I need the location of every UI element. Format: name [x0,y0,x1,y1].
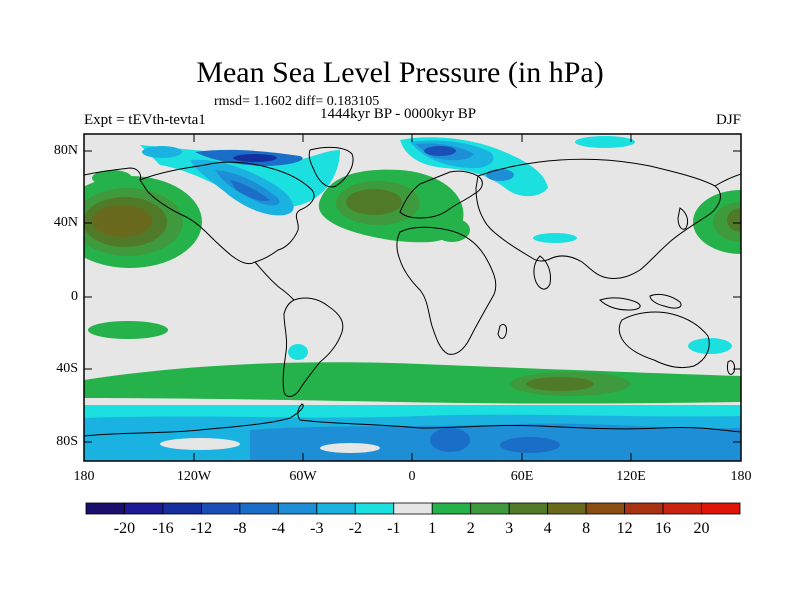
colorbar-swatch [239,502,279,515]
coastlines [84,146,741,437]
colorbar-swatch [508,502,549,515]
south-america-coast [282,297,344,397]
colorbar-swatch [85,502,125,515]
africa-coast [396,226,497,355]
colorbar-label: -4 [271,520,285,537]
colorbar-swatch [470,502,510,515]
colorbar-swatch [624,502,664,515]
colorbar-swatch [662,502,702,515]
colorbar-swatch [201,502,241,515]
period-label: 1444kyr BP - 0000kyr BP [320,106,477,122]
europe-coast [399,170,483,219]
y-tick-label: 40N [53,215,78,230]
y-tick-label: 80N [53,143,78,158]
colorbar-label: -12 [190,520,213,537]
x-tick-label: 60W [289,469,317,484]
colorbar-swatch [431,502,472,515]
experiment-label: Expt = tEVth-tevta1 [84,112,206,128]
colorbar-label: 1 [428,520,437,537]
x-tick-label: 60E [510,469,534,484]
colorbar-label: 12 [616,520,633,537]
colorbar-swatch [162,502,202,515]
antarctica-coast [84,403,741,437]
colorbar-label: 20 [693,520,710,537]
x-tick-label: 0 [408,469,416,484]
colorbar-swatch [354,502,395,515]
colorbar-swatch [316,502,356,515]
stats-text: rmsd= 1.1602 diff= 0.183105 [214,94,380,109]
y-tick-label: 80S [56,434,78,449]
colorbar-label: -8 [233,520,247,537]
map-field [84,134,741,461]
colorbar-swatch [277,502,318,515]
x-tick-label: 180 [73,469,95,484]
colorbar-swatch [547,502,587,515]
colorbar-label: -20 [113,520,136,537]
colorbar-swatch [585,502,625,515]
colorbar-label: 16 [655,520,672,537]
y-tick-label: 40S [56,361,78,376]
north-america-coast [139,161,315,265]
australia-coast [618,311,710,369]
y-tick-label: 0 [71,289,78,304]
colorbar-swatch [393,502,433,515]
colorbar-label: 8 [582,520,591,537]
asia-coast [475,158,721,279]
colorbar [85,502,741,515]
colorbar-swatch [124,502,164,515]
colorbar-swatch [701,502,741,515]
x-axis-ticks [83,134,742,461]
x-tick-label: 120W [176,469,212,484]
x-tick-label: 120E [616,469,646,484]
y-axis-ticks [84,150,741,443]
colorbar-label: 3 [505,520,514,537]
colorbar-label: -3 [310,520,324,537]
season-label: DJF [715,112,741,128]
greenland-coast [308,146,354,188]
colorbar-label: 2 [466,520,475,537]
colorbar-label: -1 [387,520,401,537]
colorbar-label: 4 [543,520,552,537]
colorbar-label: -2 [348,520,362,537]
x-tick-label: 180 [730,469,752,484]
colorbar-label: -16 [152,520,174,537]
plot-title: Mean Sea Level Pressure (in hPa) [196,56,604,89]
